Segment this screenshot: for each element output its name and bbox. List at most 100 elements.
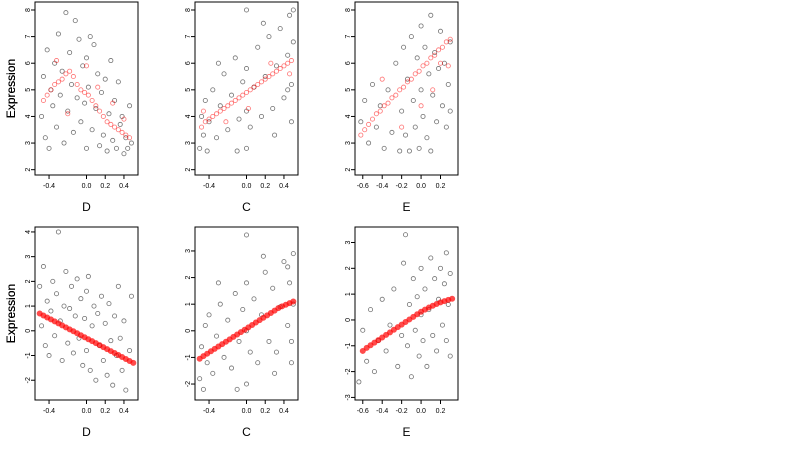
data-point-red [373, 111, 379, 117]
data-point-black [229, 92, 235, 98]
data-point-red [85, 92, 91, 98]
data-point-red [108, 121, 114, 127]
data-point-red [202, 119, 208, 125]
data-point-black [403, 232, 409, 238]
data-point-red [449, 295, 456, 302]
plot-frame [354, 1, 459, 176]
data-point-black [232, 291, 238, 297]
data-point-black [95, 310, 101, 316]
y-tick-label: -2 [185, 381, 192, 387]
data-point-black [383, 348, 389, 354]
data-point-black [255, 44, 261, 50]
data-point-black [273, 349, 279, 355]
data-point-black [72, 18, 78, 24]
data-point-black [127, 348, 133, 354]
x-tick-label: -0.4 [376, 183, 388, 190]
y-tick-label: 4 [25, 114, 32, 118]
y-tick-label: 7 [25, 35, 32, 39]
data-point-black [123, 135, 129, 141]
data-point-black [438, 28, 444, 34]
panel-6: -0.6 -0.4 -0.2 0.0 0.2 -3 -2 -1 0 1 2 3 E Expression [4, 226, 459, 439]
data-point-red [438, 60, 444, 66]
data-point-red [119, 129, 125, 135]
data-point-red [379, 76, 385, 82]
y-tick-label: 7 [345, 35, 352, 39]
data-point-black [225, 127, 231, 133]
data-point-black [439, 103, 445, 109]
y-tick-label: 3 [25, 255, 32, 259]
data-point-black [225, 317, 231, 323]
data-point-red [285, 60, 291, 66]
data-point-red [258, 79, 264, 85]
data-point-red [408, 76, 414, 82]
x-axis-label: C [242, 425, 251, 439]
data-point-black [200, 386, 206, 392]
data-point-black [127, 103, 133, 109]
data-point-black [412, 327, 418, 333]
data-point-black [410, 276, 416, 282]
data-point-black [97, 143, 103, 149]
data-point-black [108, 338, 114, 344]
data-point-black [70, 129, 76, 135]
data-point-black [42, 135, 48, 141]
data-point-black [288, 360, 294, 366]
x-axis-label: C [242, 200, 251, 214]
data-point-black [98, 89, 104, 95]
data-point-black [84, 145, 90, 151]
data-point-black [221, 71, 227, 77]
data-point-red [52, 82, 58, 88]
data-point-black [80, 362, 86, 368]
y-tick-label: 8 [185, 8, 192, 12]
data-point-black [432, 50, 438, 56]
data-point-black [39, 323, 45, 329]
data-point-black [110, 137, 116, 143]
data-point-red [439, 44, 445, 50]
data-point-red [359, 347, 366, 354]
data-point-black [214, 135, 220, 141]
data-point-red [389, 95, 395, 101]
data-point-red [436, 47, 442, 53]
data-point-black [61, 303, 67, 309]
data-point-black [403, 132, 409, 138]
data-point-black [117, 121, 123, 127]
data-point-black [422, 44, 428, 50]
data-point-black [69, 283, 75, 289]
y-tick-label: 0 [185, 329, 192, 333]
data-point-red [245, 105, 251, 111]
x-tick-label: 0.4 [279, 183, 289, 190]
data-point-red [221, 105, 227, 111]
y-tick-label: 5 [25, 88, 32, 92]
data-point-red [247, 87, 253, 93]
data-point-black [272, 370, 278, 376]
data-point-black [243, 66, 249, 72]
data-point-black [447, 270, 453, 276]
data-point-red [229, 100, 235, 106]
data-point-black [217, 301, 223, 307]
data-point-red [268, 60, 274, 66]
x-tick-label: 0.0 [416, 408, 426, 415]
data-point-black [42, 343, 48, 349]
data-point-black [199, 113, 205, 119]
data-point-black [371, 369, 377, 375]
data-point-red [214, 111, 220, 117]
data-point-black [200, 132, 206, 138]
data-point-black [87, 367, 93, 373]
data-point-black [270, 285, 276, 291]
data-point-black [67, 50, 73, 56]
y-tick-label: 2 [185, 168, 192, 172]
x-tick-label: -0.6 [357, 183, 369, 190]
data-point-black [87, 34, 93, 40]
data-point-red [377, 108, 383, 114]
data-point-black [410, 97, 416, 103]
data-point-black [243, 381, 249, 387]
data-point-black [61, 140, 67, 146]
data-point-black [59, 357, 65, 363]
data-point-red [385, 100, 391, 106]
x-tick-label: 0.0 [82, 408, 92, 415]
data-point-black [288, 119, 294, 125]
panel-5: -0.4 0.0 0.2 0.4 -2 -1 0 1 2 3 C Expression [4, 226, 299, 439]
data-point-red [393, 92, 399, 98]
data-point-red [210, 113, 216, 119]
data-point-black [108, 58, 114, 64]
